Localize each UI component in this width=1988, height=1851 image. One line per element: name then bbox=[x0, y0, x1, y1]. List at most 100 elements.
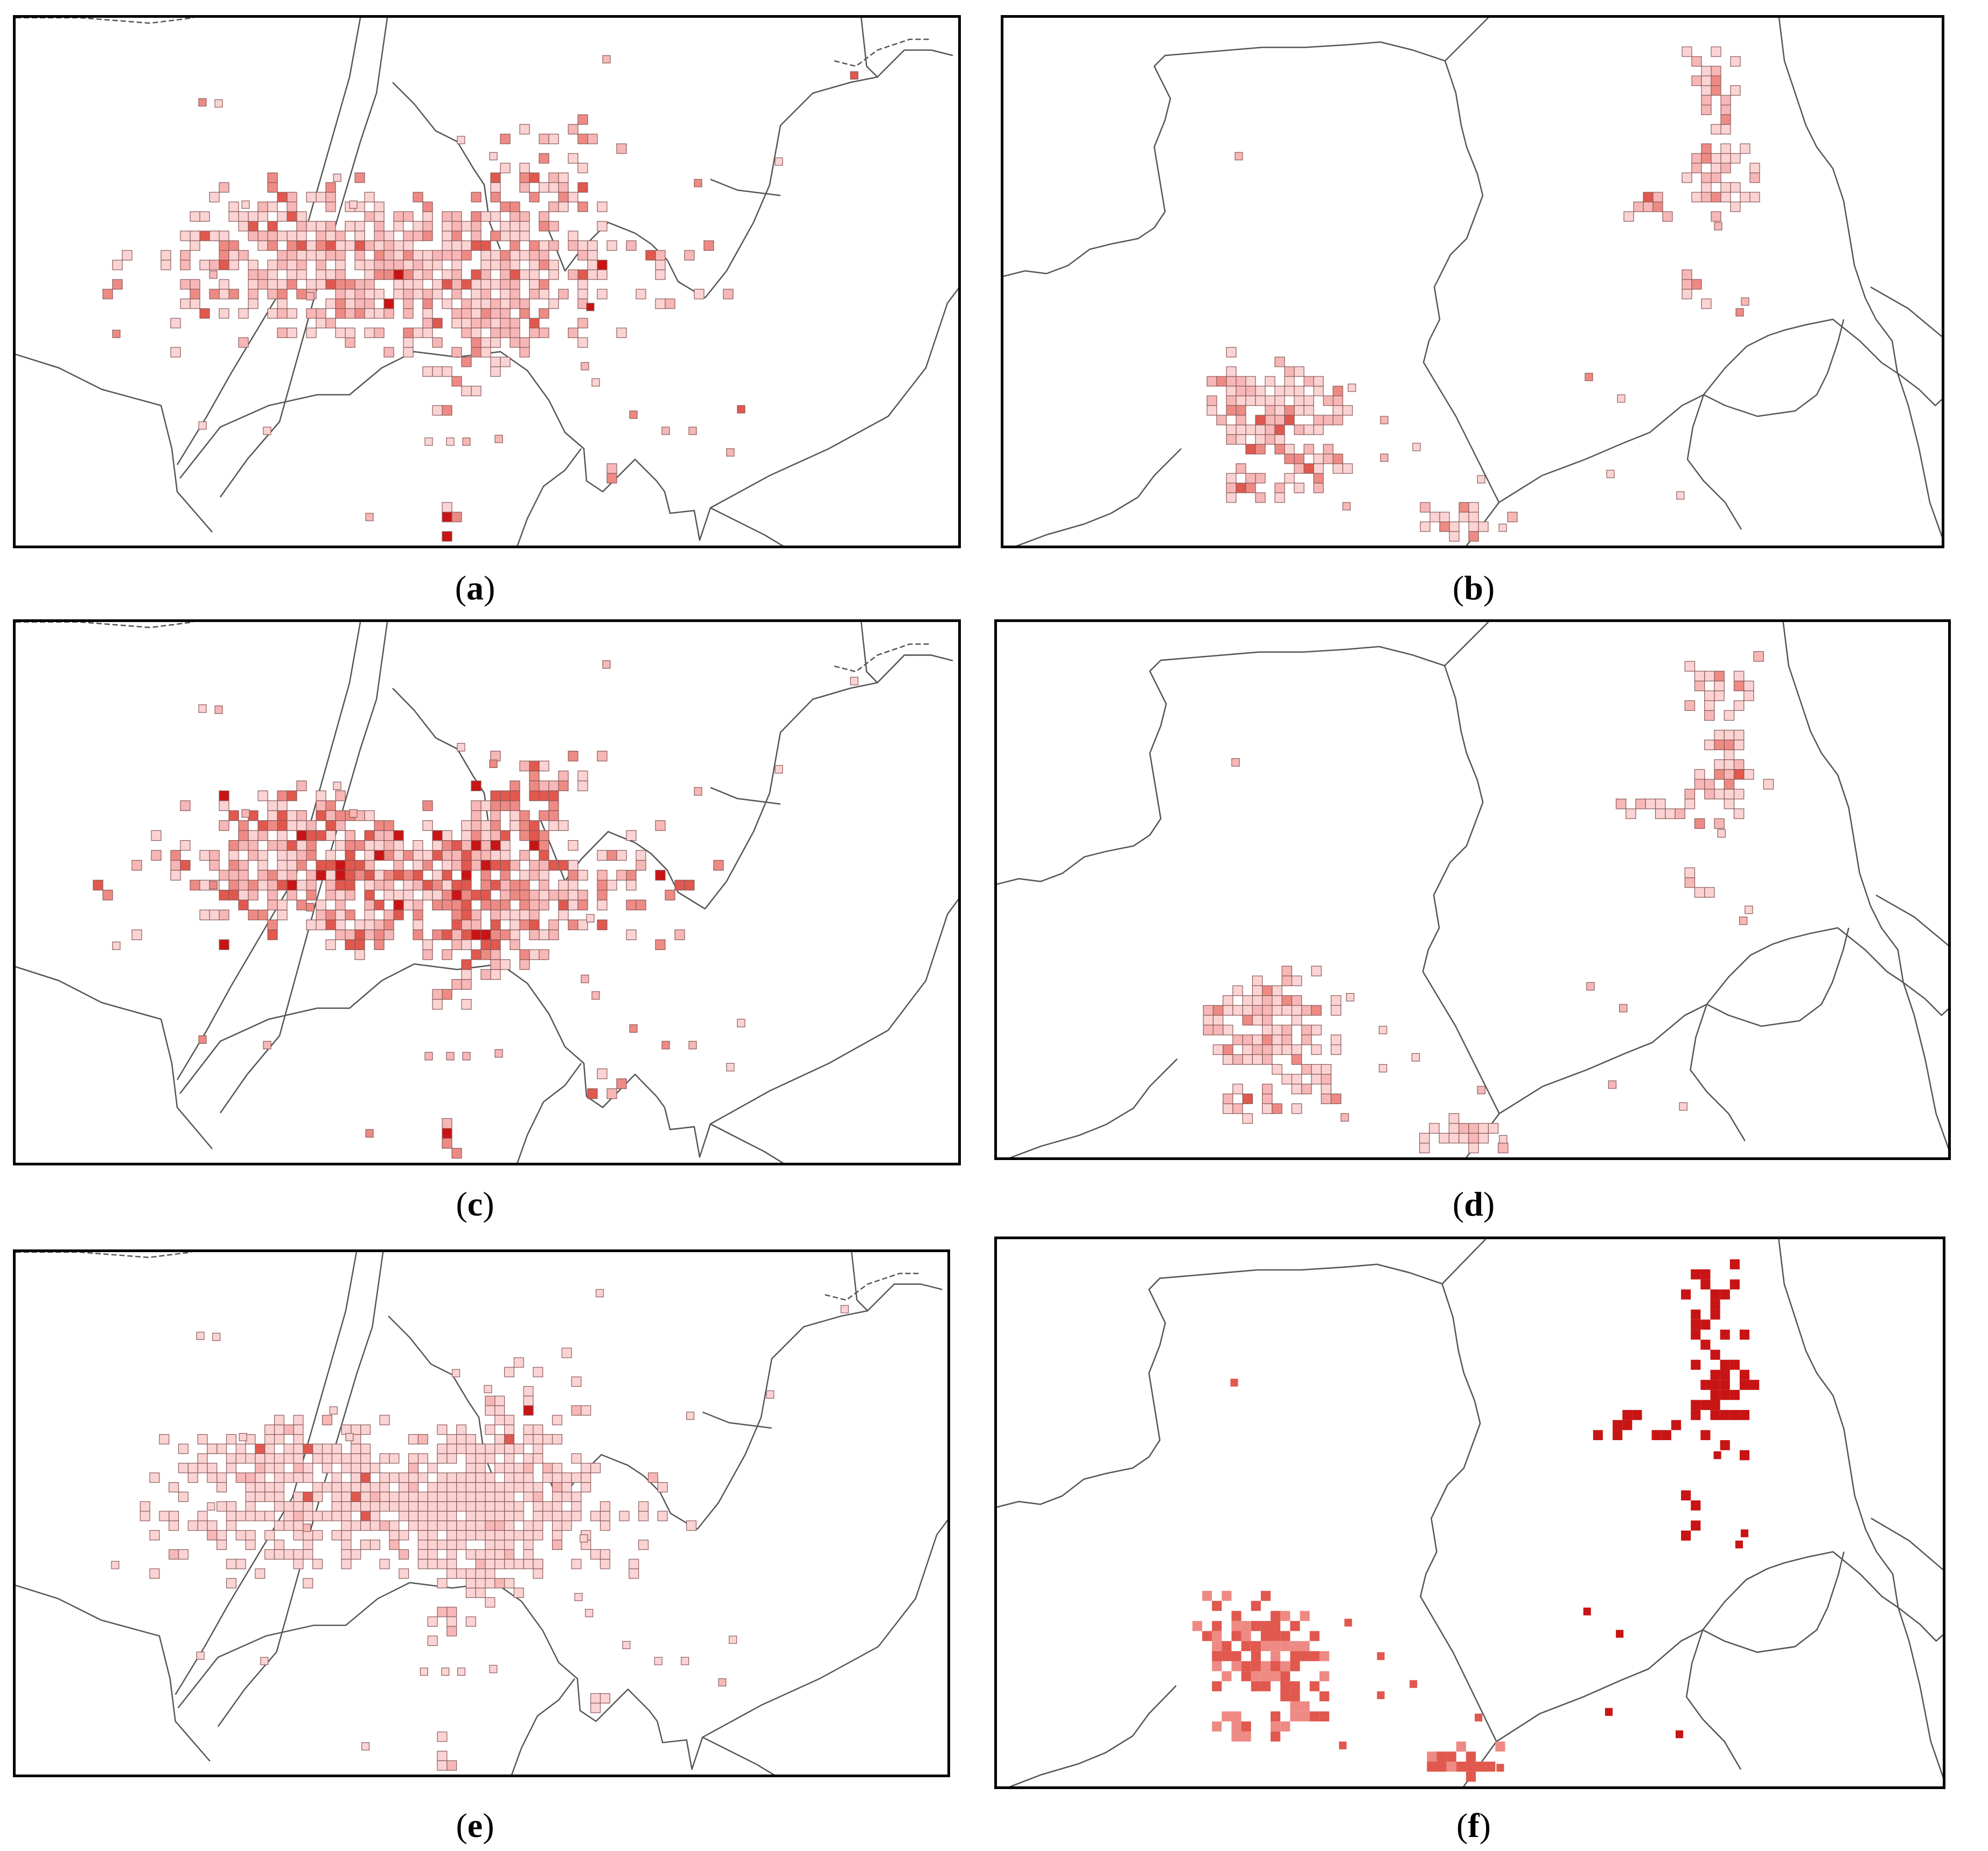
grid-cell-c2 bbox=[539, 153, 549, 164]
isolated-cell-9 bbox=[329, 1406, 338, 1415]
grid-cell-c1 bbox=[374, 240, 385, 251]
grid-cell-c4 bbox=[274, 1453, 284, 1464]
grid-cell-c1 bbox=[571, 1491, 582, 1502]
grid-cell-c3 bbox=[490, 308, 501, 319]
grid-cell-c1 bbox=[325, 939, 336, 951]
grid-cell-c1 bbox=[548, 860, 559, 871]
grid-cell-c1 bbox=[422, 289, 433, 299]
grid-cell-c1 bbox=[1251, 1621, 1261, 1631]
grid-cell-c4 bbox=[287, 201, 297, 212]
grid-cell-c1 bbox=[674, 929, 685, 940]
grid-cell-c1 bbox=[199, 879, 210, 891]
caption-f: (f) bbox=[1456, 1806, 1491, 1845]
grid-cell-c3 bbox=[494, 1549, 505, 1560]
grid-cell-c1 bbox=[277, 870, 288, 881]
isolated-cell-17 bbox=[494, 435, 503, 443]
grid-cell-c1 bbox=[1251, 1681, 1261, 1692]
map-e-grid-cells bbox=[111, 1289, 849, 1771]
grid-cell-c1 bbox=[345, 279, 355, 290]
grid-cell-c7 bbox=[1733, 700, 1745, 711]
grid-cell-c1 bbox=[1242, 1015, 1253, 1026]
boundary-line-11 bbox=[1871, 1518, 1943, 1570]
grid-cell-c1 bbox=[360, 1511, 371, 1521]
grid-cell-c1 bbox=[354, 919, 365, 931]
grid-cell-c6 bbox=[1700, 1380, 1711, 1390]
grid-cell-c1 bbox=[312, 1530, 323, 1541]
grid-cell-c2 bbox=[539, 134, 549, 144]
grid-cell-c1 bbox=[432, 850, 443, 861]
grid-cell-c6 bbox=[1711, 192, 1721, 202]
grid-cell-c2 bbox=[571, 1377, 582, 1387]
grid-cell-c1 bbox=[581, 1463, 591, 1473]
grid-cell-c1 bbox=[597, 260, 608, 270]
grid-cell-c1 bbox=[1192, 1621, 1203, 1631]
grid-cell-c3 bbox=[519, 337, 530, 348]
grid-cell-c1 bbox=[322, 1482, 332, 1493]
grid-cell-c2 bbox=[490, 790, 501, 801]
grid-cell-c1 bbox=[442, 298, 452, 309]
grid-cell-c1 bbox=[374, 840, 385, 851]
grid-cell-c1 bbox=[539, 289, 549, 299]
grid-cell-c1 bbox=[1274, 405, 1285, 416]
grid-cell-c1 bbox=[552, 1520, 562, 1531]
grid-cell-c1 bbox=[374, 308, 385, 319]
grid-cell-c2 bbox=[490, 172, 501, 183]
boundary-line-7 bbox=[1445, 18, 1489, 61]
boundary-line-12 bbox=[1686, 394, 1742, 530]
grid-cell-c1 bbox=[199, 910, 210, 920]
grid-cell-c1 bbox=[1284, 444, 1295, 455]
isolated-cell-14 bbox=[1676, 491, 1685, 500]
grid-cell-c6 bbox=[1710, 1380, 1720, 1390]
grid-cell-c3 bbox=[1236, 483, 1246, 493]
isolated-cell-5 bbox=[775, 157, 783, 166]
grid-cell-c6 bbox=[442, 512, 452, 522]
grid-cell-c1 bbox=[533, 1568, 543, 1579]
grid-cell-c4 bbox=[360, 1424, 371, 1435]
grid-cell-c3 bbox=[480, 969, 491, 980]
grid-cell-c1 bbox=[437, 1491, 448, 1502]
grid-cell-c3 bbox=[475, 1578, 486, 1589]
grid-cell-c3 bbox=[451, 899, 462, 911]
grid-cell-c1 bbox=[325, 298, 336, 309]
grid-cell-c7 bbox=[1714, 680, 1725, 691]
grid-cell-c1 bbox=[354, 240, 365, 251]
grid-cell-c7 bbox=[616, 1078, 627, 1089]
isolated-cell-18 bbox=[661, 427, 670, 435]
grid-cell-c1 bbox=[1271, 1621, 1281, 1631]
grid-cell-c2 bbox=[510, 790, 520, 801]
isolated-cell-14 bbox=[424, 437, 433, 446]
grid-cell-c5 bbox=[1449, 531, 1460, 542]
grid-cell-c2 bbox=[1301, 1064, 1312, 1075]
grid-cell-c1 bbox=[1212, 1024, 1224, 1036]
grid-cell-c1 bbox=[1206, 405, 1217, 416]
boundary-line-8 bbox=[1778, 18, 1899, 374]
isolated-cell-29 bbox=[586, 303, 595, 311]
map-panel-d bbox=[994, 619, 1951, 1160]
grid-cell-c8 bbox=[1681, 1490, 1691, 1501]
grid-cell-c1 bbox=[345, 840, 355, 851]
grid-cell-c4 bbox=[217, 1443, 227, 1454]
grid-cell-c1 bbox=[403, 308, 414, 319]
grid-cell-c1 bbox=[451, 211, 462, 222]
grid-cell-c1 bbox=[475, 1501, 486, 1512]
grid-cell-c3 bbox=[465, 1530, 476, 1541]
isolated-cell-15 bbox=[1713, 1451, 1721, 1459]
grid-cell-c3 bbox=[442, 929, 452, 940]
grid-cell-c1 bbox=[379, 1472, 390, 1483]
grid-cell-c6 bbox=[1710, 1370, 1720, 1380]
grid-cell-c3 bbox=[510, 919, 520, 931]
grid-cell-c6 bbox=[1724, 759, 1735, 770]
grid-cell-c1 bbox=[374, 260, 385, 270]
grid-cell-c1 bbox=[568, 919, 578, 931]
boundary-line-7 bbox=[175, 1252, 357, 1695]
isolated-cell-26 bbox=[629, 1024, 638, 1033]
grid-cell-c1 bbox=[1231, 1621, 1241, 1631]
grid-cell-c1 bbox=[408, 1482, 419, 1493]
grid-cell-c1 bbox=[283, 1501, 294, 1512]
grid-cell-c1 bbox=[1202, 1590, 1212, 1601]
grid-cell-c1 bbox=[341, 1549, 352, 1560]
grid-cell-c1 bbox=[465, 1491, 476, 1502]
grid-cell-c7 bbox=[1704, 710, 1715, 721]
grid-cell-c1 bbox=[442, 230, 452, 241]
grid-cell-c1 bbox=[465, 1511, 476, 1521]
